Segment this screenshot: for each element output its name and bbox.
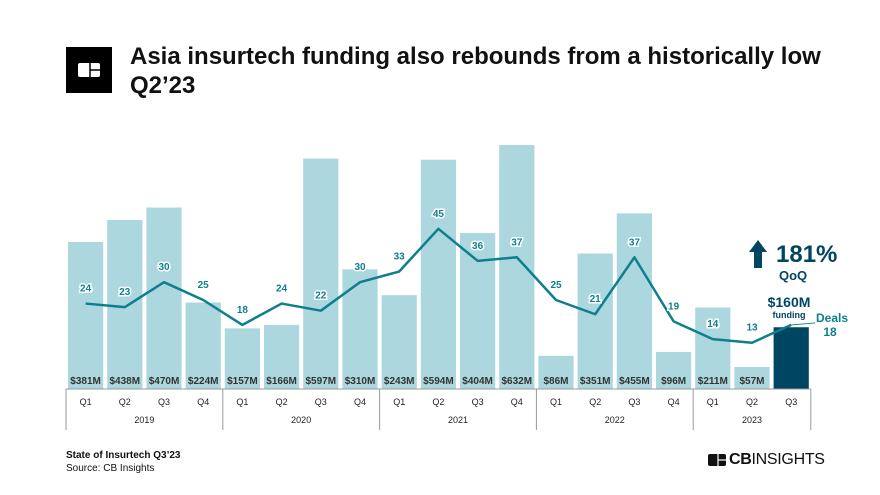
bar <box>185 302 221 389</box>
quarter-tick-label: Q4 <box>511 397 523 407</box>
bar <box>616 213 652 389</box>
bar <box>420 159 456 389</box>
up-arrow-icon <box>749 240 767 268</box>
year-tick-label: 2019 <box>134 415 154 425</box>
bar-label: $470M <box>149 376 180 387</box>
quarter-tick-label: Q1 <box>707 397 719 407</box>
quarter-tick-label: Q2 <box>589 397 601 407</box>
quarter-tick-label: Q1 <box>236 397 248 407</box>
quarter-tick-label: Q1 <box>550 397 562 407</box>
year-tick-label: 2021 <box>448 415 468 425</box>
quarter-tick-label: Q4 <box>354 397 366 407</box>
deal-count-label: 37 <box>511 237 523 248</box>
bar <box>68 241 104 389</box>
change-value: 181% <box>776 241 837 268</box>
bar-label: $57M <box>739 376 764 387</box>
chart-title: Asia insurtech funding also rebounds fro… <box>130 43 821 99</box>
bar <box>107 219 143 389</box>
bar <box>577 253 613 389</box>
quarter-tick-label: Q3 <box>315 397 327 407</box>
deals-label: Deals <box>816 311 848 325</box>
deal-count-label: 33 <box>394 252 406 263</box>
bar-label: $166M <box>266 376 297 387</box>
deals-value: 18 <box>823 325 837 339</box>
bar-label: $351M <box>580 376 611 387</box>
bar-label: $597M <box>306 376 337 387</box>
bar-label: $243M <box>384 376 415 387</box>
deals-leader-line <box>791 322 816 326</box>
bar-label: $157M <box>227 376 258 387</box>
bar-label: $86M <box>543 376 568 387</box>
bar <box>773 327 809 389</box>
quarter-tick-label: Q3 <box>472 397 484 407</box>
deal-count-label: 36 <box>472 241 484 252</box>
bar-label: $404M <box>462 376 493 387</box>
bar <box>342 269 378 389</box>
bar-label: $594M <box>423 376 454 387</box>
bar <box>381 295 417 389</box>
bar-label: $455M <box>619 376 650 387</box>
bar <box>656 351 692 389</box>
bar-label: $381M <box>70 376 101 387</box>
deal-count-label: 22 <box>315 291 327 302</box>
deal-count-label: 18 <box>237 305 249 316</box>
quarter-tick-label: Q2 <box>276 397 288 407</box>
quarter-tick-label: Q2 <box>432 397 444 407</box>
bar <box>695 307 731 389</box>
year-tick-label: 2020 <box>291 415 311 425</box>
deal-count-label: 25 <box>198 280 210 291</box>
deal-count-label: 21 <box>590 294 602 305</box>
quarter-tick-label: Q3 <box>628 397 640 407</box>
funding-label: funding <box>773 310 806 320</box>
bar-label: $632M <box>502 376 533 387</box>
bar-label: $310M <box>345 376 376 387</box>
annotation: 181% QoQ $160M funding Deals 18 <box>749 240 848 339</box>
change-label: QoQ <box>779 268 807 283</box>
brand-bold: CB <box>729 451 752 468</box>
bar <box>460 233 496 389</box>
bar <box>264 324 300 389</box>
bar-label: $211M <box>698 376 728 387</box>
bar <box>734 366 770 389</box>
quarter-tick-label: Q4 <box>668 397 680 407</box>
quarter-tick-label: Q1 <box>393 397 405 407</box>
deal-count-label: 30 <box>158 262 170 273</box>
quarter-tick-label: Q2 <box>746 397 758 407</box>
deal-count-label: 37 <box>629 237 641 248</box>
quarter-tick-label: Q3 <box>785 397 797 407</box>
deal-count-label: 24 <box>276 284 288 295</box>
deal-count-label: 14 <box>707 319 719 330</box>
cb-insights-logo: CBINSIGHTS <box>708 451 825 469</box>
deal-count-label: 23 <box>119 287 131 298</box>
bar-label: $224M <box>188 376 219 387</box>
bar <box>538 355 574 389</box>
deal-count-label: 24 <box>80 284 92 295</box>
quarter-tick-label: Q1 <box>80 397 92 407</box>
source: Source: CB Insights <box>66 463 155 474</box>
bar <box>146 207 182 389</box>
deals-line <box>85 227 792 344</box>
quarter-tick-label: Q4 <box>197 397 209 407</box>
bar-label: $96M <box>661 376 686 387</box>
brand-light: INSIGHTS <box>751 451 825 468</box>
deal-count-label: 13 <box>746 323 758 334</box>
year-tick-label: 2023 <box>742 415 762 425</box>
deal-count-label: 30 <box>354 262 366 273</box>
bar <box>224 328 260 389</box>
bar <box>499 145 535 389</box>
deal-count-label: 25 <box>550 280 562 291</box>
cb-logo-icon <box>66 47 112 93</box>
funding-value: $160M <box>768 294 811 310</box>
quarter-tick-label: Q2 <box>119 397 131 407</box>
cb-mark-icon <box>708 454 726 466</box>
year-tick-label: 2022 <box>605 415 625 425</box>
quarter-tick-label: Q3 <box>158 397 170 407</box>
bar-label: $438M <box>110 376 141 387</box>
bar <box>303 158 339 389</box>
report-name: State of Insurtech Q3’23 <box>66 450 181 461</box>
deal-count-label: 19 <box>668 301 680 312</box>
deal-count-label: 45 <box>433 209 445 220</box>
